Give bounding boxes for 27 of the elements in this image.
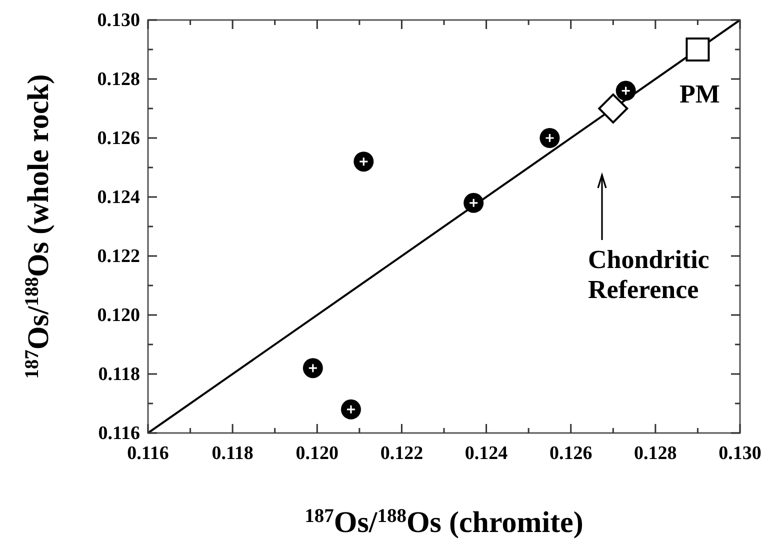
point [340,399,361,420]
x-axis-title: $^{187}$Os/$^{188}$Os (chromite) [304,506,584,539]
y-tick-label: 0.130 [97,10,140,31]
point [464,192,484,213]
y-tick-label: 0.118 [98,364,140,385]
y-tick-label: 0.128 [97,69,140,90]
y-tick-label: 0.122 [97,246,140,267]
x-tick-label: 0.126 [549,443,592,464]
point [686,38,710,62]
point [540,128,560,148]
y-tick-label: 0.120 [97,305,140,326]
y-tick-label: 0.124 [97,187,140,208]
x-tick-label: 0.122 [380,443,424,464]
annotation: Chondritic Reference [588,245,710,304]
x-tick-label: 0.124 [464,443,508,464]
x-tick-label: 0.118 [212,443,254,464]
x-tick-label: 0.128 [634,443,677,464]
y-tick-label: 0.116 [98,423,140,444]
point [598,94,628,124]
point [616,80,636,101]
x-tick-label: 0.120 [296,443,339,464]
x-tick-label: 0.130 [718,443,762,464]
y-tick-label: 0.126 [97,128,140,149]
point [354,152,374,172]
annotation: PM [680,80,720,108]
point [302,358,323,378]
x-tick-label: 0.116 [127,443,169,464]
